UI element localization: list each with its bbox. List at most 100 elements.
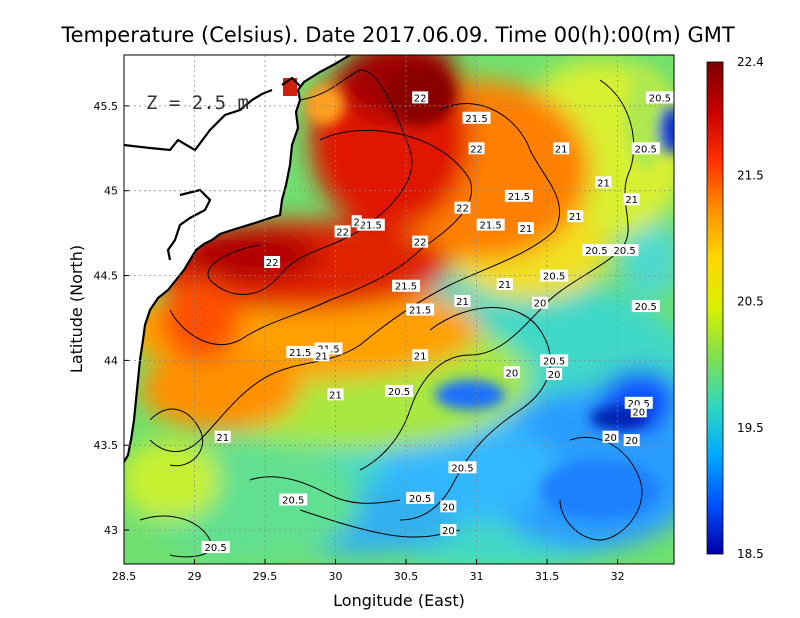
y-tick-label: 44.5 — [94, 270, 119, 283]
contour-label-bg — [454, 295, 471, 308]
contour-label-bg — [476, 218, 505, 231]
contour-21-5 — [169, 129, 473, 346]
contour-label-bg — [313, 349, 330, 362]
contour-label: 22 — [414, 93, 427, 104]
contour-label: 20.5 — [388, 387, 410, 398]
contour-label-bg — [582, 244, 611, 257]
x-tick-label: 28.5 — [112, 570, 137, 583]
contour-label: 21 — [625, 195, 638, 206]
contour-label-bg — [385, 384, 413, 397]
contour-label: 21.5 — [409, 306, 431, 317]
contour-label: 20.5 — [649, 93, 671, 104]
contour-label: 21 — [329, 390, 342, 401]
contour-label: 20 — [682, 479, 695, 490]
contour-label-bg — [454, 201, 471, 214]
contour-label: 20.5 — [282, 496, 304, 507]
chart-title: Temperature (Celsius). Date 2017.06.09. … — [60, 23, 735, 47]
contour-label: 21 — [555, 144, 568, 155]
x-axis-label: Longitude (East) — [333, 591, 465, 610]
x-tick-label: 29.5 — [253, 570, 278, 583]
contour-label: 21 — [569, 212, 582, 223]
contour-label-bg — [595, 176, 612, 189]
contour-label: 20.5 — [635, 302, 657, 313]
land-north — [124, 55, 350, 462]
contour-label: 20 — [442, 502, 455, 513]
contour-label-bg — [540, 354, 569, 367]
x-tick-label: 30 — [329, 570, 343, 583]
contour-label: 21 — [414, 351, 427, 362]
contour-20-a — [399, 307, 551, 521]
x-tick-label: 29 — [188, 570, 202, 583]
x-axis-ticks: 28.5 29 29.5 30 30.5 31 31.5 32 — [112, 559, 625, 583]
contour-label: 20.5 — [451, 463, 473, 474]
colorbar-tick-label: 21.5 — [737, 169, 764, 183]
contour-label-bg — [553, 142, 570, 155]
contour-label-bg — [623, 434, 640, 447]
contour-label-bg — [532, 296, 549, 309]
contour-label-bg — [517, 222, 534, 235]
contour-label: 21.5 — [360, 221, 382, 232]
contour-20-b — [559, 436, 643, 541]
contour-label: 20.5 — [628, 399, 650, 410]
contour-label-bg — [351, 215, 362, 228]
contour-label: 20 — [548, 370, 561, 381]
contour-label-bg — [645, 91, 674, 104]
contour-label: 21.5 — [465, 114, 487, 125]
contour-20-5-b — [249, 476, 401, 504]
contour-label: 20 — [534, 299, 547, 310]
contour-label: 21.5 — [289, 348, 311, 359]
contour-label: 20.5 — [635, 144, 657, 155]
contour-label: 22 — [470, 144, 483, 155]
contour-label-bg — [327, 388, 344, 401]
colorbar-tick-label: 18.5 — [737, 547, 764, 561]
contour-label-bg — [279, 493, 308, 506]
y-axis-ticks: 43 43.5 44 44.5 45 45.5 — [94, 100, 129, 537]
depth-label: Z = 2.5 m — [146, 92, 249, 114]
contour-label-bg — [214, 430, 231, 443]
y-tick-label: 44 — [104, 354, 118, 367]
contour-label-bg — [440, 524, 457, 537]
contour-label: 21.5 — [508, 192, 530, 203]
contour-label: 22 — [266, 258, 279, 269]
grid-lines — [124, 55, 674, 564]
contour-label-bg — [462, 111, 491, 124]
contour-label: 21 — [498, 280, 511, 291]
contour-label: 20.5 — [585, 246, 607, 257]
contour-label: 20.5 — [614, 246, 636, 257]
colorbar-ticks: 22.4 21.5 20.5 19.5 18.5 — [737, 55, 764, 561]
contour-label-bg — [496, 278, 513, 291]
y-tick-label: 43 — [104, 524, 118, 537]
colorbar — [706, 61, 724, 555]
contour-label: 20 — [604, 433, 617, 444]
contour-label-bg — [412, 91, 429, 104]
contour-label: 20 — [625, 436, 638, 447]
contour-label-bg — [412, 349, 429, 362]
map-frame — [123, 54, 675, 565]
contour-label-bg — [540, 269, 569, 282]
colorbar-tick-label: 20.5 — [737, 295, 764, 309]
contour-label: 22 — [414, 238, 427, 249]
contour-label-bg — [406, 303, 435, 316]
contour-label-bg — [201, 541, 230, 554]
contour-21 — [149, 103, 561, 453]
x-tick-label: 31 — [470, 570, 484, 583]
contour-labels: 22 21.5 22 21 21 20.5 20.5 21.5 22 21 21 21.5 21 20.5… — [201, 91, 695, 554]
y-tick-label: 45.5 — [94, 100, 119, 113]
contour-label: 21 — [520, 224, 533, 235]
contour-label-bg — [392, 279, 421, 292]
contour-label: 21.5 — [480, 221, 502, 232]
contour-label-bg — [264, 255, 281, 268]
contour-20-5-sw — [139, 515, 213, 558]
contour-label: 21 — [315, 351, 328, 362]
contour-label: 20.5 — [543, 356, 565, 367]
contour-label-bg — [631, 300, 660, 313]
contour-label-bg — [448, 461, 477, 474]
contour-label-bg — [468, 142, 485, 155]
colorbar-tick-label: 22.4 — [737, 55, 764, 69]
contour-label-bg — [406, 491, 435, 504]
y-axis-label: Latitude (North) — [67, 245, 86, 373]
contour-label-bg — [356, 218, 385, 231]
contour-label: 2 — [354, 217, 360, 228]
contour-label-bg — [286, 345, 315, 358]
